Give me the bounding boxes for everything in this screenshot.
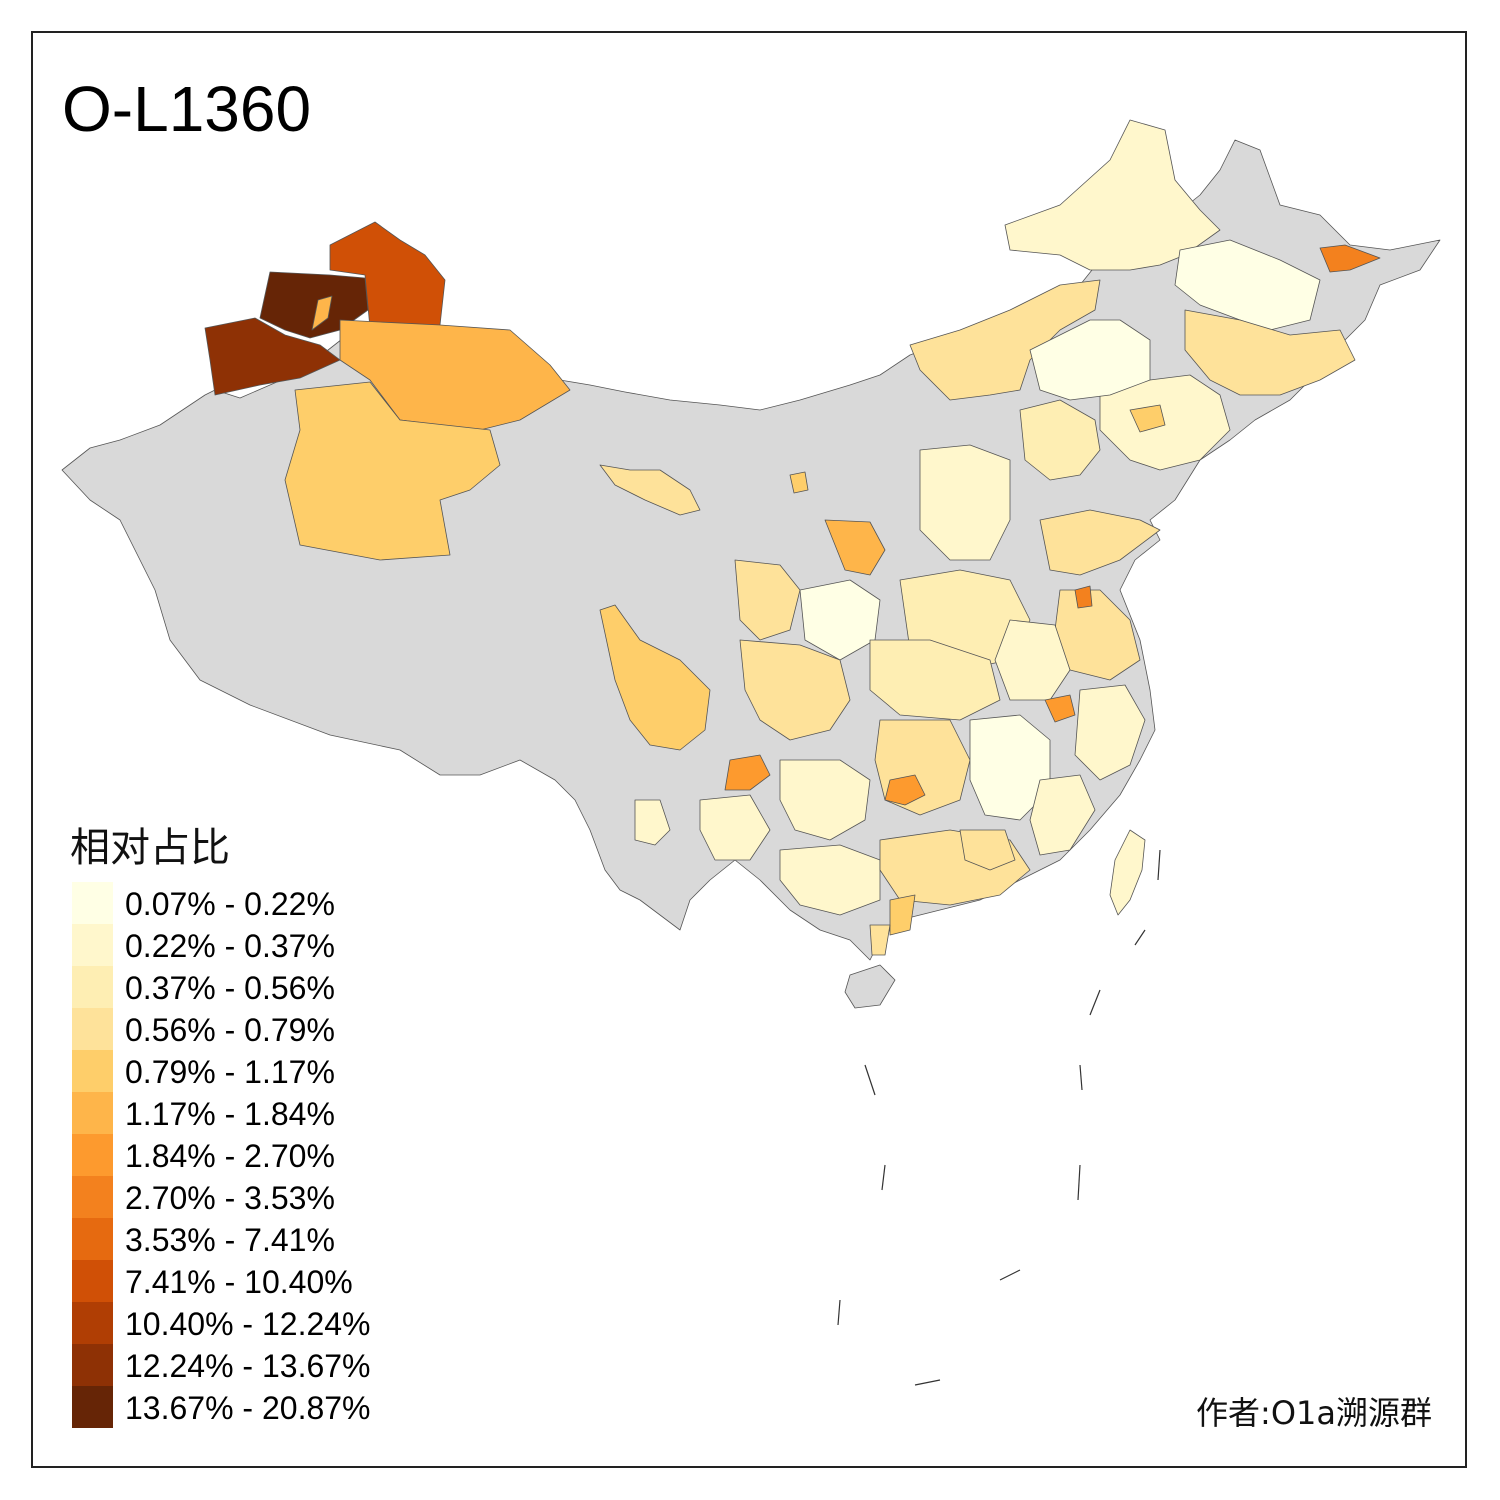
legend-label: 0.79% - 1.17% [125, 1054, 335, 1090]
region-gansu-south [734, 559, 801, 641]
legend-label: 2.70% - 3.53% [125, 1180, 335, 1216]
region-im-west [909, 279, 1101, 401]
legend-item: 2.70% - 3.53% [72, 1176, 412, 1218]
region-xj-north [329, 221, 446, 329]
region-fujian [1029, 774, 1096, 856]
region-hebei [1019, 399, 1101, 481]
legend-label: 13.67% - 20.87% [125, 1390, 371, 1426]
legend-title: 相对占比 [70, 825, 230, 871]
legend-item: 1.17% - 1.84% [72, 1092, 412, 1134]
region-yunnan-north [699, 794, 771, 861]
region-yunnan-sw [634, 799, 671, 846]
region-gd-orange [889, 894, 916, 936]
region-xj-lake [311, 295, 333, 331]
legend-label: 1.17% - 1.84% [125, 1096, 335, 1132]
region-ne-orange [1319, 244, 1381, 273]
region-small-orange [789, 471, 809, 494]
legend-item: 0.07% - 0.22% [72, 882, 412, 924]
legend-item: 12.24% - 13.67% [72, 1344, 412, 1386]
map-title: O-L1360 [62, 73, 312, 145]
legend-label: 0.37% - 0.56% [125, 970, 335, 1006]
region-ah-orange [1044, 694, 1076, 723]
legend-item: 3.53% - 7.41% [72, 1218, 412, 1260]
legend-label: 12.24% - 13.67% [125, 1348, 371, 1384]
region-zhejiang [1074, 684, 1146, 781]
region-guizhou [779, 759, 871, 841]
legend-swatch [72, 966, 113, 1008]
legend-label: 0.56% - 0.79% [125, 1012, 335, 1048]
region-shandong [1039, 509, 1161, 576]
region-hubei [869, 639, 1001, 721]
region-js-orange [1074, 585, 1093, 609]
region-im-east [1004, 119, 1221, 271]
region-cq-orange [724, 754, 771, 791]
legend-swatch [72, 1344, 113, 1386]
south-china-sea-islands [837, 849, 1161, 1386]
taiwan-outline [1109, 829, 1146, 916]
legend-swatch [72, 882, 113, 924]
legend-label: 10.40% - 12.24% [125, 1306, 371, 1342]
region-xj-east [339, 319, 571, 431]
legend-label: 0.22% - 0.37% [125, 928, 335, 964]
region-heilongjiang [1174, 239, 1321, 331]
legend-swatch [72, 1008, 113, 1050]
region-hn-orange [884, 774, 926, 806]
legend-item: 0.37% - 0.56% [72, 966, 412, 1008]
legend-swatch [72, 1218, 113, 1260]
legend-swatch [72, 1050, 113, 1092]
map-frame [31, 31, 1467, 1468]
legend-swatch [72, 1302, 113, 1344]
region-ordos-orange [824, 519, 886, 576]
region-guangxi [779, 844, 881, 916]
hainan-no-data [844, 964, 896, 1009]
legend-label: 3.53% - 7.41% [125, 1222, 335, 1258]
region-liaoning [1099, 374, 1231, 471]
legend-swatch [72, 1134, 113, 1176]
legend-item: 0.22% - 0.37% [72, 924, 412, 966]
legend-item: 0.56% - 0.79% [72, 1008, 412, 1050]
region-xj-south [284, 381, 501, 561]
region-liaodong-orange [1129, 404, 1166, 433]
legend-label: 0.07% - 0.22% [125, 886, 335, 922]
legend-item: 7.41% - 10.40% [72, 1260, 412, 1302]
legend-swatch [72, 1386, 113, 1428]
legend-label: 7.41% - 10.40% [125, 1264, 353, 1300]
region-jilin [1184, 309, 1356, 396]
legend-label: 1.84% - 2.70% [125, 1138, 335, 1174]
legend-swatch [72, 924, 113, 966]
legend-item: 13.67% - 20.87% [72, 1386, 412, 1428]
legend-item: 0.79% - 1.17% [72, 1050, 412, 1092]
region-im-mid [1029, 319, 1151, 401]
legend-swatch [72, 1092, 113, 1134]
region-gd-east [959, 829, 1016, 871]
region-leizhou [869, 924, 891, 956]
region-gansu-strip [599, 464, 701, 516]
legend-item: 10.40% - 12.24% [72, 1302, 412, 1344]
region-xj-west [204, 317, 341, 396]
region-shanxi [919, 444, 1011, 561]
legend-item: 1.84% - 2.70% [72, 1134, 412, 1176]
author-credit: 作者:O1a溯源群 [1196, 1394, 1432, 1432]
legend-swatch [72, 1176, 113, 1218]
region-sichuan-east [739, 639, 851, 741]
region-sichuan-west [599, 604, 711, 751]
legend-swatch [72, 1260, 113, 1302]
